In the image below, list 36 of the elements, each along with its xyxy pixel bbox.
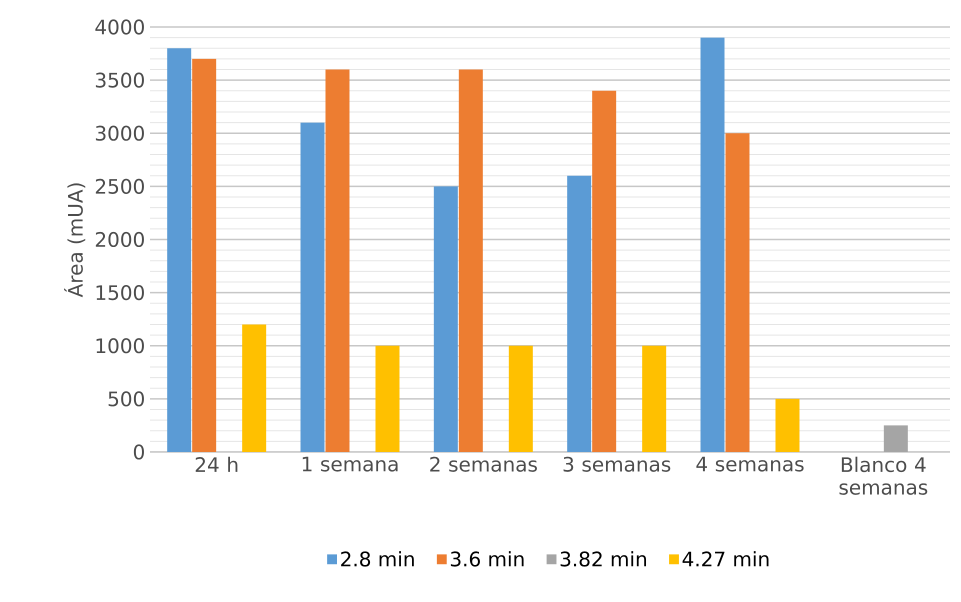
y-tick-label: 500 <box>108 391 144 406</box>
bar <box>884 425 908 452</box>
y-tick-label: 3000 <box>96 126 144 141</box>
bar <box>192 58 216 452</box>
legend-label: 4.27 min <box>682 551 768 566</box>
bar <box>458 69 483 452</box>
bar <box>167 48 192 452</box>
bar <box>300 122 325 452</box>
bar <box>700 38 725 452</box>
bar <box>325 69 350 452</box>
y-tick-label: 3500 <box>96 72 144 88</box>
legend-label: 3.6 min <box>450 551 524 567</box>
legend-label: 2.8 min <box>341 551 414 567</box>
bar <box>775 398 800 452</box>
y-axis-title: Área (mUA) <box>64 183 86 298</box>
bar <box>375 346 400 452</box>
x-tick-label: 4 semanas <box>696 456 804 472</box>
bar <box>725 133 750 452</box>
x-tick-label: 1 semana <box>302 456 398 472</box>
x-tick-label: Blanco 4 semanas <box>840 456 928 495</box>
y-tick-label: 0 <box>134 444 144 460</box>
bar <box>508 346 533 452</box>
y-tick-label: 1000 <box>96 338 144 354</box>
bar <box>592 90 616 452</box>
y-tick-label: 2500 <box>96 178 144 194</box>
x-tick-label: 24 h <box>196 456 238 472</box>
bar <box>434 186 458 452</box>
x-tick-label: 3 semanas <box>564 456 670 472</box>
y-tick-label: 4000 <box>95 19 144 35</box>
y-tick-label: 2000 <box>96 232 144 248</box>
bar <box>567 176 592 452</box>
legend-label: 3.82 min <box>560 551 646 567</box>
x-tick-label: 2 semanas <box>430 456 537 472</box>
y-tick-label: 1500 <box>96 285 144 300</box>
bar <box>242 324 266 452</box>
bar <box>642 346 666 452</box>
